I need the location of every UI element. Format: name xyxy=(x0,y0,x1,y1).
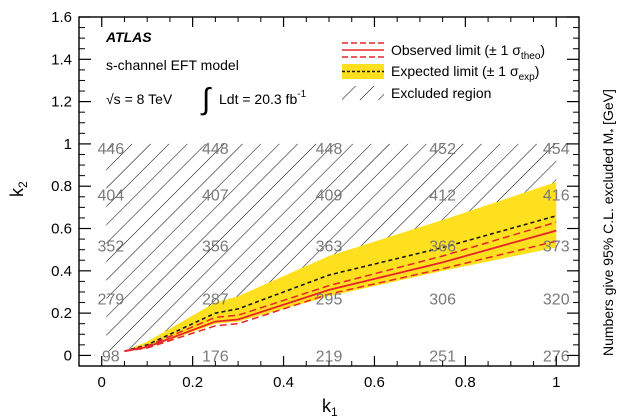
excluded-mass-label: 363 xyxy=(316,238,343,255)
excluded-mass-label: 352 xyxy=(97,238,124,255)
x-tick-label: 0.8 xyxy=(455,374,476,391)
excluded-mass-label: 98 xyxy=(102,348,120,365)
x-axis-title: k1 xyxy=(322,396,338,419)
model-label: s-channel EFT model xyxy=(106,57,239,73)
excluded-mass-label: 452 xyxy=(429,141,456,158)
svg-text:Observed limit (± 1 σtheo): Observed limit (± 1 σtheo) xyxy=(391,42,545,62)
excluded-mass-label: 407 xyxy=(202,188,229,205)
excluded-mass-label: 454 xyxy=(543,141,570,158)
atlas-label: ATLAS xyxy=(105,29,152,45)
excluded-mass-label: 373 xyxy=(543,238,570,255)
y-tick-label: 0.4 xyxy=(51,263,72,280)
x-tick-label: 0.6 xyxy=(364,374,385,391)
excluded-mass-label: 295 xyxy=(316,291,343,308)
expected-band xyxy=(124,181,557,352)
excluded-mass-label: 416 xyxy=(543,188,570,205)
observed-line xyxy=(124,229,557,353)
x-tick-label: 0 xyxy=(98,374,106,391)
excluded-mass-label: 448 xyxy=(202,141,229,158)
excluded-mass-label: 412 xyxy=(429,188,456,205)
integral-symbol: ∫ xyxy=(200,83,212,116)
y-axis-title: k2 xyxy=(7,181,30,197)
observed-minus-line xyxy=(124,240,557,352)
svg-text:Expected limit (± 1 σexp): Expected limit (± 1 σexp) xyxy=(391,63,539,83)
y-tick-label: 1.6 xyxy=(51,9,72,26)
right-axis-title: Numbers give 95% C.L. excluded M* [GeV] xyxy=(600,89,619,356)
observed-plus-line xyxy=(124,221,557,352)
legend-expected: Expected limit (± 1 σexp) xyxy=(342,63,539,83)
excluded-mass-label: 176 xyxy=(202,348,229,365)
y-tick-label: 1 xyxy=(64,136,72,153)
excluded-mass-label: 356 xyxy=(202,238,229,255)
excluded-mass-label: 404 xyxy=(97,188,124,205)
excluded-mass-label: 446 xyxy=(97,141,124,158)
y-tick-label: 1.4 xyxy=(51,51,72,68)
excluded-mass-label: 279 xyxy=(97,291,124,308)
excluded-mass-label: 320 xyxy=(543,291,570,308)
legend: Observed limit (± 1 σtheo) Expected limi… xyxy=(342,42,545,101)
excluded-mass-label: 409 xyxy=(316,188,343,205)
excluded-mass-label: 287 xyxy=(202,291,229,308)
excluded-mass-label: 251 xyxy=(429,348,456,365)
y-tick-label: 0.6 xyxy=(51,221,72,238)
legend-observed: Observed limit (± 1 σtheo) xyxy=(342,42,545,62)
excluded-mass-label: 219 xyxy=(316,348,343,365)
x-tick-label: 0.4 xyxy=(273,374,294,391)
legend-excluded: Excluded region xyxy=(342,85,491,101)
excluded-mass-label: 448 xyxy=(316,141,343,158)
expected-line xyxy=(124,215,557,352)
y-tick-label: 0 xyxy=(64,347,72,364)
x-tick-label: 1 xyxy=(552,374,560,391)
sqrt-s-label: √s = 8 TeV xyxy=(106,91,173,107)
y-tick-label: 1.2 xyxy=(51,94,72,111)
y-tick-label: 0.8 xyxy=(51,178,72,195)
excluded-mass-label: 306 xyxy=(429,291,456,308)
lumi-label: Ldt = 20.3 fb-1 xyxy=(219,89,307,107)
svg-text:Excluded region: Excluded region xyxy=(391,85,491,101)
x-tick-label: 0.2 xyxy=(182,374,203,391)
y-tick-label: 0.2 xyxy=(51,305,72,322)
excluded-region xyxy=(106,143,557,352)
excluded-mass-label: 366 xyxy=(429,238,456,255)
